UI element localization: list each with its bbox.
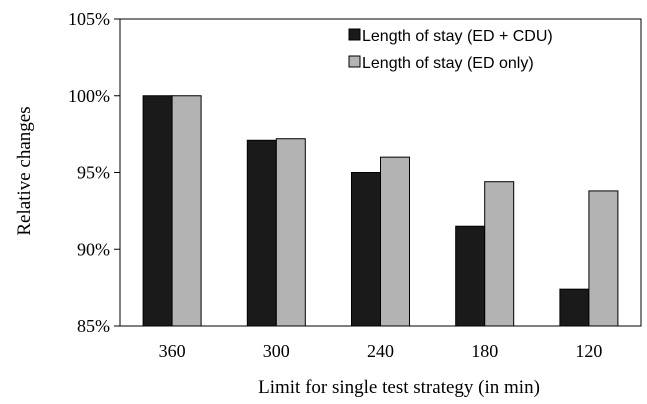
x-tick-label: 180: [471, 341, 498, 361]
x-tick-label: 120: [575, 341, 602, 361]
legend: Length of stay (ED + CDU) Length of stay …: [348, 28, 553, 72]
y-axis: 85% 90% 95% 100% 105%: [68, 9, 120, 336]
x-axis-title: Limit for single test strategy (in min): [258, 377, 540, 398]
legend-swatch-1: [348, 28, 361, 41]
bar-series-2-360: [171, 95, 202, 327]
bar-series: [142, 95, 619, 327]
bar-series-1-240: [351, 172, 381, 327]
bar-series-1-180: [455, 225, 486, 327]
y-tick-label: 90%: [77, 239, 110, 259]
bar-series-1-300: [246, 139, 277, 327]
bar-series-2-180: [484, 181, 515, 327]
x-tick-label: 360: [159, 341, 186, 361]
y-tick-label: 105%: [68, 9, 110, 29]
legend-swatch-2: [348, 55, 361, 68]
y-axis-title: Relative changes: [14, 106, 35, 235]
x-axis: 360 300 240 180 120: [159, 341, 603, 361]
bar-series-2-240: [380, 156, 410, 327]
x-tick-label: 300: [263, 341, 290, 361]
legend-label-1: Length of stay (ED + CDU): [362, 28, 553, 45]
y-tick-label: 95%: [77, 163, 110, 183]
bar-series-1-120: [559, 288, 590, 327]
y-tick-label: 85%: [77, 316, 110, 336]
y-tick-label: 100%: [68, 86, 110, 106]
legend-label-2: Length of stay (ED only): [362, 55, 534, 72]
bar-series-2-300: [275, 138, 306, 327]
bar-series-2-120: [588, 190, 619, 327]
x-tick-label: 240: [367, 341, 394, 361]
bar-series-1-360: [142, 95, 173, 327]
